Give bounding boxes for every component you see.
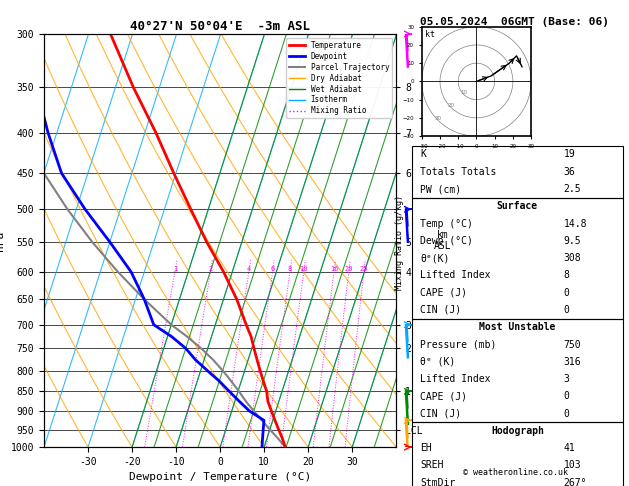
Text: kt: kt [425,30,435,39]
Text: 30: 30 [435,116,442,121]
Y-axis label: hPa: hPa [0,230,5,251]
Y-axis label: km
ASL: km ASL [433,230,451,251]
Text: Mixing Ratio (g/kg): Mixing Ratio (g/kg) [395,195,404,291]
Text: 4: 4 [247,266,251,272]
Text: StmDir: StmDir [420,478,455,486]
Text: 25: 25 [360,266,368,272]
Title: 40°27'N 50°04'E  -3m ASL: 40°27'N 50°04'E -3m ASL [130,20,310,33]
Text: 2: 2 [208,266,213,272]
Text: 41: 41 [564,443,576,453]
Text: 308: 308 [564,253,581,263]
Text: 19: 19 [564,149,576,159]
Text: Hodograph: Hodograph [491,426,544,436]
Text: 10: 10 [460,90,467,95]
Text: Surface: Surface [497,201,538,211]
Text: SREH: SREH [420,460,444,470]
Text: © weatheronline.co.uk: © weatheronline.co.uk [464,469,568,477]
Text: 6: 6 [270,266,275,272]
Text: 8: 8 [288,266,292,272]
Text: PW (cm): PW (cm) [420,184,462,194]
Text: EH: EH [420,443,432,453]
Text: Lifted Index: Lifted Index [420,374,491,384]
Text: 8: 8 [564,270,570,280]
Text: 316: 316 [564,357,581,367]
Text: 267°: 267° [564,478,587,486]
Text: Pressure (mb): Pressure (mb) [420,340,497,349]
Text: 750: 750 [564,340,581,349]
Bar [412,146,623,198]
Text: 16: 16 [330,266,338,272]
Bar [412,319,623,422]
Text: 3: 3 [564,374,570,384]
X-axis label: Dewpoint / Temperature (°C): Dewpoint / Temperature (°C) [129,472,311,483]
Text: 1: 1 [173,266,177,272]
Text: θᵉ (K): θᵉ (K) [420,357,455,367]
Text: 14.8: 14.8 [564,219,587,228]
Text: 0: 0 [564,305,570,315]
Legend: Temperature, Dewpoint, Parcel Trajectory, Dry Adiabat, Wet Adiabat, Isotherm, Mi: Temperature, Dewpoint, Parcel Trajectory… [286,38,392,119]
Text: 0: 0 [564,288,570,298]
Text: 10: 10 [299,266,308,272]
Text: 36: 36 [564,167,576,177]
Text: 9.5: 9.5 [564,236,581,246]
Text: 0: 0 [564,409,570,418]
Text: Totals Totals: Totals Totals [420,167,497,177]
Text: Dewp (°C): Dewp (°C) [420,236,473,246]
Text: 05.05.2024  06GMT (Base: 06): 05.05.2024 06GMT (Base: 06) [420,17,609,27]
Text: CIN (J): CIN (J) [420,409,462,418]
Bar [412,422,623,486]
Text: CAPE (J): CAPE (J) [420,288,467,298]
Text: CIN (J): CIN (J) [420,305,462,315]
Text: 103: 103 [564,460,581,470]
Text: CAPE (J): CAPE (J) [420,391,467,401]
Text: Lifted Index: Lifted Index [420,270,491,280]
Text: 20: 20 [447,103,455,108]
Bar [412,198,623,319]
Text: 2.5: 2.5 [564,184,581,194]
Text: Most Unstable: Most Unstable [479,322,555,332]
Text: θᵉ(K): θᵉ(K) [420,253,450,263]
Text: 20: 20 [345,266,353,272]
Text: 0: 0 [564,391,570,401]
Text: Temp (°C): Temp (°C) [420,219,473,228]
Text: K: K [420,149,426,159]
